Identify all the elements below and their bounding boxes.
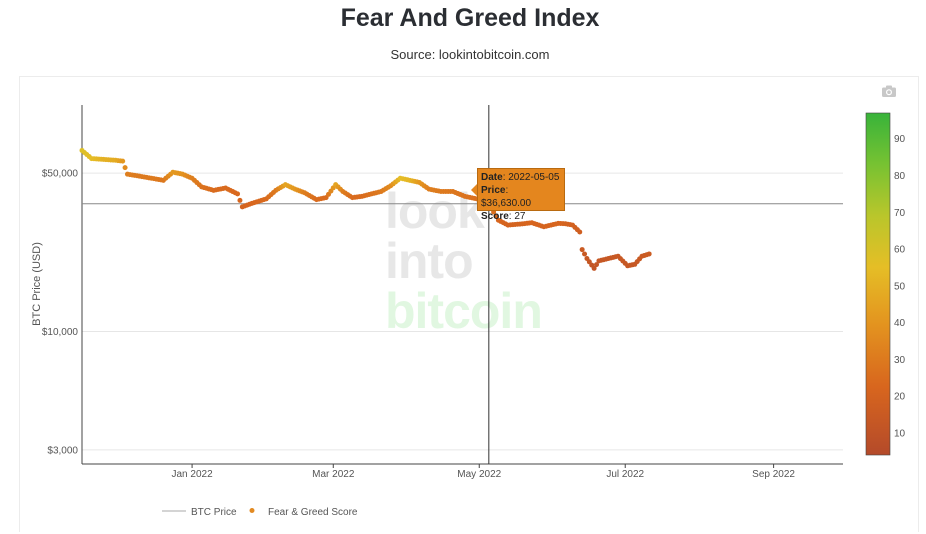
colorbar-tick-label: 60 — [894, 245, 906, 256]
chart-subtitle: Source: lookintobitcoin.com — [390, 47, 550, 62]
score-point[interactable] — [122, 165, 128, 171]
score-point[interactable] — [591, 265, 597, 271]
fear-greed-points[interactable] — [79, 147, 652, 271]
legend[interactable]: BTC Price Fear & Greed Score — [162, 507, 358, 518]
score-point[interactable] — [646, 251, 652, 257]
tooltip-date: 2022-05-05 — [508, 172, 560, 183]
score-point[interactable] — [237, 197, 243, 203]
y-tick-label: $50,000 — [42, 169, 79, 180]
tooltip-arrow — [471, 184, 477, 196]
score-point[interactable] — [493, 213, 499, 219]
camera-icon[interactable] — [882, 85, 896, 97]
score-point[interactable] — [594, 262, 600, 268]
y-axis-label: BTC Price (USD) — [31, 242, 43, 326]
hover-tooltip: Date: 2022-05-05 Price: $36,630.00 Score… — [477, 168, 565, 222]
score-point[interactable] — [579, 247, 585, 253]
watermark-logo: look into bitcoin — [385, 183, 543, 339]
colorbar — [865, 112, 891, 456]
x-tick-labels: Jan 2022 Mar 2022 May 2022 Jul 2022 Sep 2022 — [172, 464, 795, 480]
gridlines — [82, 172, 843, 451]
score-point[interactable] — [577, 229, 583, 235]
x-tick-label: Sep 2022 — [752, 469, 795, 480]
colorbar-tick-label: 50 — [894, 281, 906, 292]
crosshair — [82, 105, 843, 464]
colorbar-tick-label: 20 — [894, 392, 906, 403]
y-tick-label: $3,000 — [47, 445, 78, 456]
colorbar-tick-label: 40 — [894, 318, 906, 329]
tooltip-price: $36,630.00 — [481, 198, 532, 209]
axes — [81, 105, 843, 465]
x-tick-label: Mar 2022 — [312, 469, 355, 480]
y-tick-label: $10,000 — [42, 327, 79, 338]
colorbar-tick-labels: 10 20 30 40 50 60 70 80 90 — [894, 134, 906, 439]
legend-score-label[interactable]: Fear & Greed Score — [268, 507, 358, 518]
legend-score-swatch — [249, 508, 255, 513]
colorbar-tick-label: 10 — [894, 428, 906, 439]
x-tick-label: Jul 2022 — [606, 469, 644, 480]
colorbar-tick-label: 70 — [894, 208, 906, 219]
colorbar-tick-label: 30 — [894, 355, 906, 366]
colorbar-tick-label: 80 — [894, 171, 906, 182]
x-tick-label: May 2022 — [457, 469, 501, 480]
colorbar-gradient — [865, 112, 891, 456]
tooltip-score: 27 — [514, 211, 526, 222]
colorbar-tick-label: 90 — [894, 134, 906, 145]
chart-frame — [19, 76, 919, 532]
legend-btc-price-label[interactable]: BTC Price — [191, 507, 237, 518]
x-tick-label: Jan 2022 — [172, 469, 214, 480]
score-point[interactable] — [582, 251, 588, 257]
y-tick-labels: $50,000 $10,000 $3,000 — [42, 169, 79, 457]
score-point[interactable] — [120, 158, 126, 164]
score-point[interactable] — [235, 191, 241, 197]
chart-title: Fear And Greed Index — [340, 4, 600, 32]
